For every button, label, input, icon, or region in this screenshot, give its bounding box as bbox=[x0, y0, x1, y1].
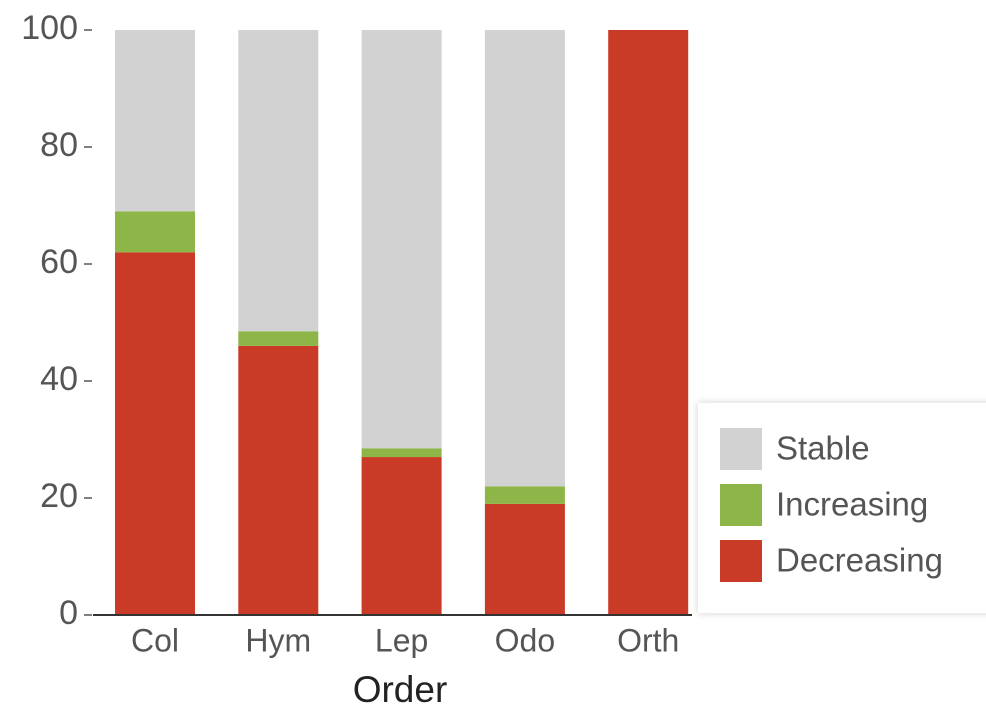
chart: 0 20 40 60 80 100 Col Hym Lep Odo Orth Decreasing I… bbox=[0, 0, 986, 711]
bar-segment bbox=[115, 211, 195, 252]
bar-segment bbox=[115, 30, 195, 211]
legend-swatch bbox=[720, 484, 762, 526]
x-tick-label: Odo bbox=[495, 622, 555, 658]
x-tick-label: Lep bbox=[375, 622, 428, 658]
bar-segment bbox=[238, 346, 318, 615]
bar-segment bbox=[238, 30, 318, 331]
y-tick-label: 80 bbox=[40, 126, 78, 164]
bar-segment bbox=[485, 30, 565, 486]
legend-swatch bbox=[720, 428, 762, 470]
bar-segment bbox=[362, 457, 442, 615]
x-axis-title: Order bbox=[353, 669, 448, 710]
y-tick-label: 40 bbox=[40, 360, 78, 398]
x-tick-label: Orth bbox=[617, 622, 679, 658]
y-tick-label: 100 bbox=[21, 9, 78, 47]
x-tick-label: Hym bbox=[245, 622, 311, 658]
y-tick-label: 0 bbox=[59, 594, 78, 632]
legend-swatch bbox=[720, 540, 762, 582]
legend-label: Stable bbox=[776, 430, 870, 467]
bar-segment bbox=[362, 30, 442, 448]
bar-segment bbox=[115, 252, 195, 615]
bar-segment bbox=[362, 448, 442, 457]
x-tick-label: Col bbox=[131, 622, 179, 658]
legend-label: Increasing bbox=[776, 486, 928, 523]
bar-segment bbox=[608, 30, 688, 615]
bar-segment bbox=[238, 331, 318, 346]
bar-segment bbox=[485, 504, 565, 615]
y-tick-label: 60 bbox=[40, 243, 78, 281]
bar-segment bbox=[485, 486, 565, 504]
y-tick-label: 20 bbox=[40, 477, 78, 515]
legend-label: Decreasing bbox=[776, 542, 943, 579]
